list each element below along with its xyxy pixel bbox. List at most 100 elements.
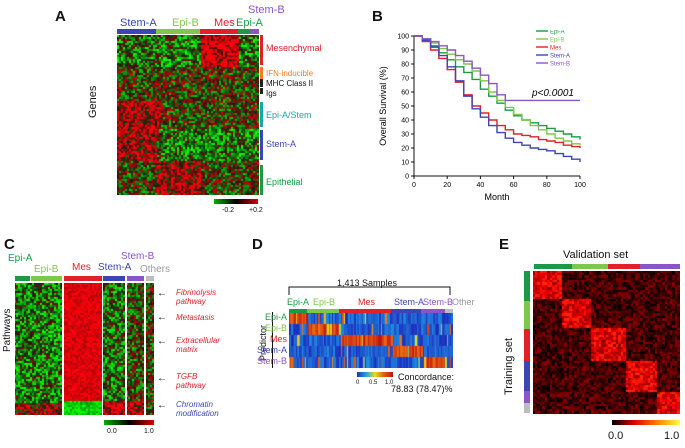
e-side-bar-epi-a	[524, 271, 530, 301]
module-bar-stem-a	[260, 130, 263, 160]
arrow-icon: ←	[157, 288, 167, 299]
pathway-heatmap-mes	[64, 283, 102, 415]
y-axis-label: Overall Survival (%)	[378, 66, 388, 146]
predictor-bracket	[272, 312, 273, 368]
e-side-bar-stem-b	[524, 391, 530, 403]
pathway-heatmap-stem-a	[103, 283, 125, 415]
x-tick-label: 80	[543, 182, 551, 189]
y-tick-label: 0	[405, 174, 409, 181]
module-bar-epithelial	[260, 165, 263, 195]
d-top-label-epi-a: Epi-A	[287, 297, 310, 307]
legend-entry: Epi-A	[550, 30, 565, 36]
survival-curve-stem-a	[414, 35, 581, 162]
c-group-label-others: Others	[140, 264, 171, 275]
group-label-epi-a: Epi-A	[236, 17, 263, 29]
y-tick-label: 90	[401, 48, 409, 55]
samples-count: 1,413 Samples	[337, 278, 398, 288]
pathway-heatmap-epi	[15, 283, 62, 415]
panel-c-scale-max: 1.0	[144, 428, 154, 435]
c-group-label-epi-a: Epi-A	[8, 253, 33, 264]
panel-c-scale-min: 0.0	[107, 428, 117, 435]
y-tick-label: 50	[401, 104, 409, 111]
y-tick-label: 100	[397, 34, 409, 41]
y-tick-label: 30	[401, 132, 409, 139]
d-row-label-epi-a: Epi-A	[264, 312, 287, 322]
e-top-bar-epi-a	[534, 264, 572, 269]
pathway-label-chromatin: Chromatin modification	[176, 400, 219, 419]
samples-bracket	[288, 286, 451, 295]
c-group-label-mes: Mes	[72, 262, 91, 273]
d-top-label-epi-b: Epi-B	[313, 297, 336, 307]
panel-d-colorbar	[357, 372, 393, 377]
y-tick-label: 70	[401, 76, 409, 83]
panel-d-scale-0: 0	[356, 380, 360, 386]
x-tick-label: 100	[574, 182, 586, 189]
survival-curve-epi-b	[414, 35, 581, 146]
d-top-label-mes: Mes	[358, 297, 376, 307]
d-top-label-other: Other	[452, 297, 475, 307]
group-bar-mes	[200, 29, 238, 34]
legend-entry: Stem-A	[550, 54, 570, 60]
panel-a-scale-min: -0.2	[222, 207, 235, 214]
d-bar-stem-b	[421, 309, 445, 313]
panel-a-colorbar	[214, 199, 258, 204]
y-tick-label: 10	[401, 160, 409, 167]
x-tick-label: 60	[510, 182, 518, 189]
x-tick-label: 0	[412, 182, 416, 189]
e-side-bar-others	[524, 403, 530, 413]
y-tick-label: 80	[401, 62, 409, 69]
panel-d-label: D	[252, 236, 263, 253]
e-side-bar-epi-b	[524, 301, 530, 329]
c-group-bar-others	[146, 276, 154, 281]
p-value-annotation: p<0.0001	[531, 88, 574, 99]
group-bar-epi-a	[238, 29, 250, 34]
module-label-ifn: IFN-inducible	[266, 69, 314, 78]
c-group-bar-stem-b	[127, 276, 144, 281]
arrow-icon: ←	[157, 400, 167, 411]
e-top-bar-mes	[608, 264, 640, 269]
c-group-label-stem-b: Stem-B	[121, 251, 155, 262]
e-top-bar-stem	[640, 264, 680, 269]
module-label-epithelial: Epithelial	[266, 177, 303, 187]
module-label-stem-a: Stem-A	[266, 139, 297, 149]
similarity-matrix	[533, 271, 680, 414]
module-label-igs: Igs	[266, 89, 277, 98]
concordance-value: 78.83 (78.47)%	[391, 384, 453, 394]
panel-a-scale-max: +0.2	[249, 207, 263, 214]
c-group-label-epi-b: Epi-B	[34, 264, 59, 275]
module-label-epi-a-stem: Epi-A/Stem	[266, 110, 312, 120]
y-tick-label: 40	[401, 118, 409, 125]
d-row-label-stem-b: Stem-B	[256, 356, 287, 366]
survival-curve-stem-b	[414, 35, 580, 102]
panel-e-scale-max: 1.0	[664, 430, 680, 442]
group-label-stem-b: Stem-B	[248, 4, 285, 16]
legend-entry: Epi-B	[550, 38, 565, 44]
d-bar-other	[445, 309, 453, 313]
module-bar-mesenchymal	[260, 35, 263, 65]
pathway-heatmap-others	[146, 283, 154, 415]
panel-e-label: E	[499, 236, 510, 253]
e-top-bar-epi-b	[572, 264, 608, 269]
group-bar-stem-b	[250, 29, 259, 34]
panel-d-scale-1: 1.0	[385, 380, 394, 386]
arrow-icon: ←	[157, 373, 167, 384]
panel-c-colorbar	[104, 420, 154, 425]
d-row-label-epi-b: Epi-B	[264, 323, 287, 333]
panel-e-scale-min: 0.0	[608, 430, 624, 442]
arrow-icon: ←	[157, 336, 167, 347]
validation-set-label: Validation set	[563, 249, 629, 261]
d-bar-epi-b	[307, 309, 339, 313]
legend-entry: Mes	[550, 46, 561, 52]
pathway-label-metastasis: Metastasis	[176, 313, 215, 322]
module-bar-ifn	[260, 67, 263, 79]
d-bar-epi-a	[289, 309, 307, 313]
d-top-label-stem-b: Stem-B	[423, 297, 454, 307]
predictor-heatmap	[289, 313, 453, 368]
arrow-icon: ←	[157, 312, 167, 323]
group-bar-epi-b	[156, 29, 200, 34]
c-group-bar-mes	[64, 276, 102, 281]
x-axis-label: Month	[484, 192, 509, 202]
y-tick-label: 20	[401, 146, 409, 153]
panel-d-scale-05: 0.5	[369, 380, 378, 386]
legend-entry: Stem-B	[550, 62, 570, 68]
